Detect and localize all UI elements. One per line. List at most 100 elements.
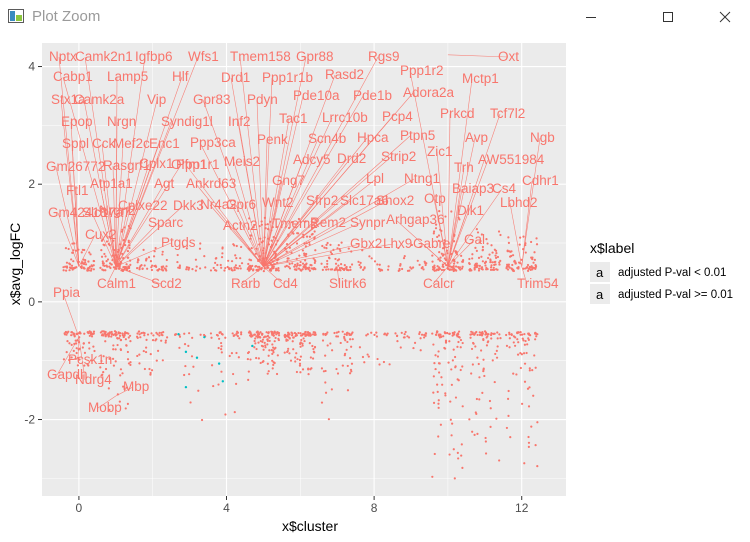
data-point (92, 345, 95, 348)
data-point (104, 335, 107, 338)
gene-label: Ankrd63 (186, 176, 236, 191)
data-point (528, 367, 531, 370)
data-point (341, 330, 344, 333)
data-point (510, 250, 513, 253)
gene-label: Calm1 (97, 276, 136, 291)
data-point (62, 269, 65, 272)
data-point (90, 267, 93, 270)
data-point (303, 242, 306, 245)
gene-label: Otp (424, 191, 446, 206)
data-point (471, 430, 474, 433)
data-point (260, 333, 264, 336)
data-point (80, 251, 83, 254)
gene-label: Dkk3 (173, 198, 204, 213)
data-point (505, 267, 508, 270)
data-point (349, 268, 352, 271)
data-point (267, 354, 270, 357)
data-point (108, 235, 111, 238)
data-point (480, 255, 483, 258)
leader-line (106, 266, 117, 285)
data-point (362, 268, 365, 271)
data-point (75, 347, 78, 350)
data-point (444, 394, 447, 397)
data-point (530, 265, 533, 268)
data-point (88, 347, 91, 350)
data-point (238, 264, 241, 268)
leader-line (112, 165, 117, 267)
gene-label: Lhx9 (383, 236, 412, 251)
data-point (476, 231, 480, 234)
data-point (469, 336, 472, 339)
data-point (298, 264, 301, 267)
maximize-button[interactable] (645, 0, 691, 34)
data-point (68, 263, 72, 266)
data-point (527, 405, 531, 408)
data-point (454, 355, 457, 359)
data-point (230, 260, 234, 263)
data-point (343, 352, 347, 355)
data-point (350, 370, 353, 373)
data-point (310, 264, 313, 267)
leader-line (62, 292, 80, 338)
data-point (498, 261, 501, 264)
data-point (512, 335, 516, 338)
data-point (299, 371, 302, 374)
data-point (534, 444, 537, 447)
data-point (314, 259, 317, 263)
data-point (524, 267, 527, 270)
data-point (311, 333, 315, 336)
data-point (452, 262, 456, 265)
leader-line (263, 158, 348, 267)
data-point (185, 247, 188, 250)
leader-line (115, 205, 184, 267)
data-point (308, 243, 311, 246)
data-point (296, 358, 299, 361)
data-point (86, 331, 89, 334)
data-point (376, 263, 379, 266)
data-point (438, 210, 441, 213)
data-point (277, 258, 280, 261)
data-point (298, 362, 302, 365)
gene-label: Ngb (530, 130, 555, 145)
data-point (297, 217, 301, 221)
gene-label: Prkcd (440, 106, 475, 121)
data-point (119, 338, 122, 342)
data-point (433, 362, 436, 365)
data-point (264, 346, 267, 349)
gene-label: Ptgds (161, 235, 196, 250)
data-point (325, 243, 328, 246)
leader-line (433, 198, 449, 267)
data-point (403, 255, 406, 258)
close-button[interactable] (702, 0, 748, 34)
data-point (473, 433, 476, 436)
data-point (304, 330, 307, 334)
data-point (255, 356, 258, 360)
data-point (444, 215, 447, 218)
data-point (521, 402, 524, 405)
data-point (266, 339, 269, 342)
leader-line (263, 180, 283, 267)
data-point (187, 344, 190, 347)
data-point (439, 423, 442, 426)
data-point (473, 333, 476, 336)
data-point (274, 254, 277, 257)
data-point (220, 256, 224, 259)
data-point (526, 269, 530, 272)
data-point (254, 265, 258, 268)
data-point (370, 331, 373, 334)
data-point (487, 340, 490, 343)
data-point (522, 267, 525, 270)
data-point (67, 247, 70, 251)
data-point (366, 333, 369, 336)
data-point (432, 230, 436, 233)
data-point (247, 247, 250, 250)
data-point (303, 333, 306, 336)
data-point (447, 361, 450, 364)
data-point (110, 330, 113, 334)
data-point (303, 339, 306, 343)
data-point (287, 335, 290, 339)
data-point (528, 386, 531, 389)
minimize-button[interactable] (568, 0, 614, 34)
data-point (475, 228, 478, 231)
data-point (535, 237, 538, 240)
